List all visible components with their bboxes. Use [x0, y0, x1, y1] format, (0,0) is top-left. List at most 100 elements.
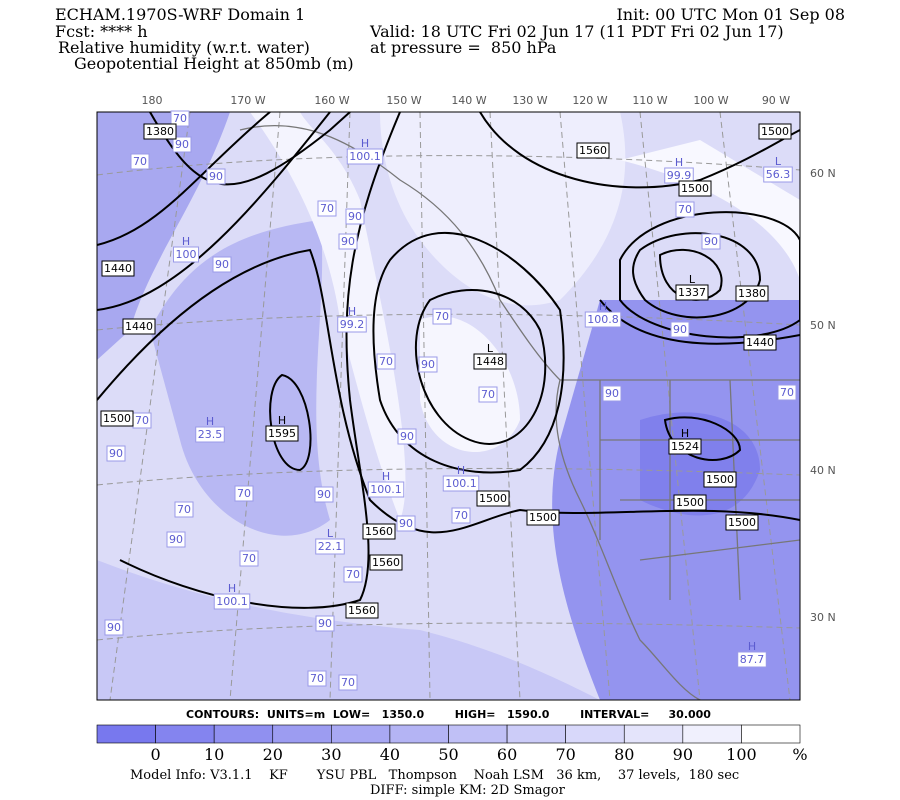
colorbar-swatch [741, 724, 801, 744]
rh-label-box [451, 507, 471, 524]
center-value-text: 1595 [268, 427, 296, 440]
rh-label-box [345, 208, 365, 225]
rh-label-text: 90 [673, 323, 687, 336]
center-letter: H [457, 464, 465, 477]
center-value-box [173, 246, 199, 263]
height-label-text: 1560 [348, 604, 376, 617]
rh-label: 90 [212, 256, 232, 273]
center-letter: H [748, 640, 756, 653]
contour-info: CONTOURS: UNITS=m LOW= 1350.0 HIGH= 1590… [186, 708, 711, 721]
lon-label: 120 W [572, 94, 607, 107]
rh-label-box [206, 168, 226, 185]
rh-label: 70 [174, 501, 194, 518]
center-letter: H [228, 582, 236, 595]
rh-label-text: 70 [310, 672, 324, 685]
center-value: 87.7 [737, 651, 767, 668]
height-label-box [703, 471, 737, 488]
rh-label: 90 [166, 531, 186, 548]
rh-label-box [397, 428, 417, 445]
colorbar-label: 20 [263, 745, 283, 764]
rh-label-text: 70 [678, 203, 692, 216]
height-label: 1560 [345, 602, 379, 619]
rh-label-box [314, 486, 334, 503]
rh-label-text: 70 [135, 414, 149, 427]
center-letter: H [599, 300, 607, 313]
colorbar-label: 70 [555, 745, 575, 764]
rh-label-box [170, 110, 190, 127]
center-letter: H [206, 415, 214, 428]
colorbar-swatch [682, 724, 742, 744]
center-letter: L [487, 342, 494, 355]
rh-label-box [701, 233, 721, 250]
rh-label-text: 90 [399, 517, 413, 530]
center-letter: H [675, 156, 683, 169]
height-label: 1500 [526, 509, 560, 526]
colorbar-unit: % [792, 745, 807, 764]
center-value-box [584, 311, 622, 328]
center-letter: L [775, 155, 782, 168]
map-frame [96, 111, 801, 701]
rh-label: 70 [317, 200, 337, 217]
rh-label-box [307, 670, 327, 687]
rh-label-box [317, 200, 337, 217]
colorbar-label: 30 [321, 745, 341, 764]
height-label-text: 1560 [372, 556, 400, 569]
rh-label-text: 70 [780, 386, 794, 399]
colorbar: 0 10 20 30 40 50 60 70 80 90 100% [96, 724, 808, 764]
height-label: 1560 [362, 523, 396, 540]
height-label: 1560 [369, 554, 403, 571]
rh-label: 90 [345, 208, 365, 225]
colorbar-label: 90 [673, 745, 693, 764]
center-value-text: 100.1 [349, 150, 381, 163]
center-value-box [367, 481, 405, 498]
lat-label: 40 N [810, 464, 836, 477]
center-value-text: 1337 [678, 286, 706, 299]
rh-label: 90 [418, 356, 438, 373]
lat-label: 60 N [810, 167, 836, 180]
center-value-box [442, 475, 480, 492]
rh-label-box [166, 531, 186, 548]
center-value: 100.8 [584, 311, 622, 328]
height-label-text: 1500 [529, 511, 557, 524]
height-label-box [362, 523, 396, 540]
center-value-text: 1448 [476, 355, 504, 368]
center-value: 100.1 [213, 593, 251, 610]
height-label-box [101, 260, 135, 277]
rh-label-text: 90 [169, 533, 183, 546]
height-label-box [725, 514, 759, 531]
height-label-box [735, 285, 769, 302]
height-label-text: 1500 [103, 412, 131, 425]
rh-label: 70 [343, 566, 363, 583]
rh-label-text: 70 [173, 112, 187, 125]
center-letter: H [348, 305, 356, 318]
rh-label: 90 [106, 445, 126, 462]
lon-label: 180 [142, 94, 163, 107]
height-label-box [576, 142, 610, 159]
height-label-box [345, 602, 379, 619]
rh-label-text: 90 [400, 430, 414, 443]
rh-label-box [478, 386, 498, 403]
rh-label-text: 90 [341, 235, 355, 248]
rh-label: 90 [602, 385, 622, 402]
colorbar-label: 50 [438, 745, 458, 764]
header-left: Fcst: **** h [55, 22, 148, 41]
height-label-text: 1500 [676, 496, 704, 509]
center-value-box [675, 284, 709, 301]
height-label: 1440 [743, 334, 777, 351]
colorbar-swatch [565, 724, 625, 744]
center-value-box [315, 538, 345, 555]
rh-label: 70 [130, 153, 150, 170]
height-label-box [122, 318, 156, 335]
center-value-text: 100 [176, 248, 197, 261]
center-value-text: 100.1 [445, 477, 477, 490]
center-value: 1337 [675, 284, 709, 301]
height-label-text: 1440 [125, 320, 153, 333]
center-letter: H [382, 470, 390, 483]
height-label-text: 1560 [579, 144, 607, 157]
center-value-text: 100.1 [370, 483, 402, 496]
rh-label-text: 70 [177, 503, 191, 516]
height-label-box [476, 490, 510, 507]
center-value-text: 22.1 [318, 540, 343, 553]
rh-label-box [396, 515, 416, 532]
lon-label: 170 W [230, 94, 265, 107]
